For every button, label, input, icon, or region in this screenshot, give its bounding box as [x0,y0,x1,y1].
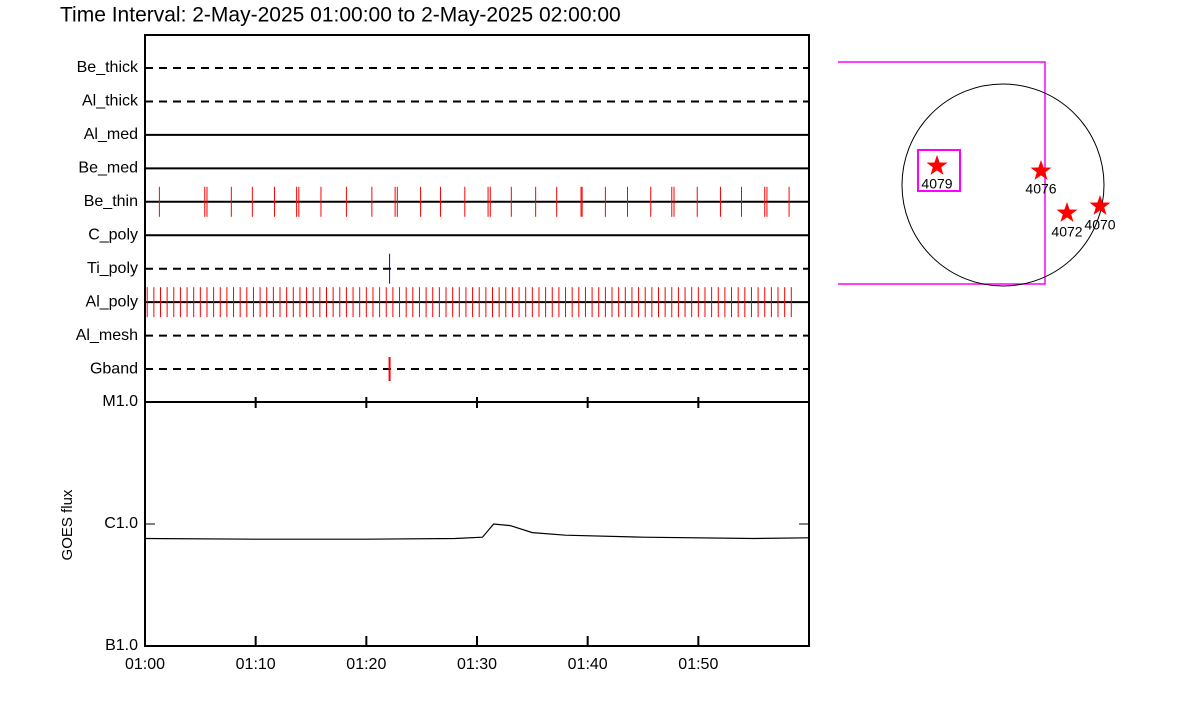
solar-disk [901,83,1105,287]
region-marker [1030,160,1052,180]
x-tick-label: 01:10 [236,656,276,673]
filter-label: Al_thick [82,93,139,110]
filter-label: Al_med [84,126,138,143]
y-tick-label: B1.0 [105,637,138,654]
filter-label: Be_thin [84,193,138,210]
x-tick-label: 01:20 [346,656,386,673]
filter-label: Be_med [78,160,138,177]
target-box [917,149,961,192]
filter-label: Ti_poly [87,260,138,277]
y-axis-label: GOES flux [59,489,76,560]
x-tick-label: 01:50 [678,656,718,673]
region-marker [1056,202,1078,222]
chart-title: Time Interval: 2-May-2025 01:00:00 to 2-… [60,4,621,27]
x-tick-label: 01:40 [568,656,608,673]
x-tick-label: 01:00 [125,656,165,673]
x-tick-label: 01:30 [457,656,497,673]
region-marker [926,155,948,175]
region-label: 4076 [1025,181,1056,197]
filter-label: Gband [90,360,138,377]
plot-frame [144,34,810,647]
filter-label: Al_poly [86,293,138,310]
region-label: 4070 [1084,217,1115,233]
filter-label: Al_mesh [76,327,138,344]
y-tick-label: M1.0 [102,393,138,410]
filter-label: Be_thick [77,59,139,76]
goes-curve [144,523,810,540]
sun-map: 4079 4076 4072 4070 [838,61,1116,287]
region-label: 4079 [921,176,952,192]
y-tick-label: C1.0 [104,515,138,532]
region-label: 4072 [1051,224,1082,240]
filter-label: C_poly [88,226,138,243]
